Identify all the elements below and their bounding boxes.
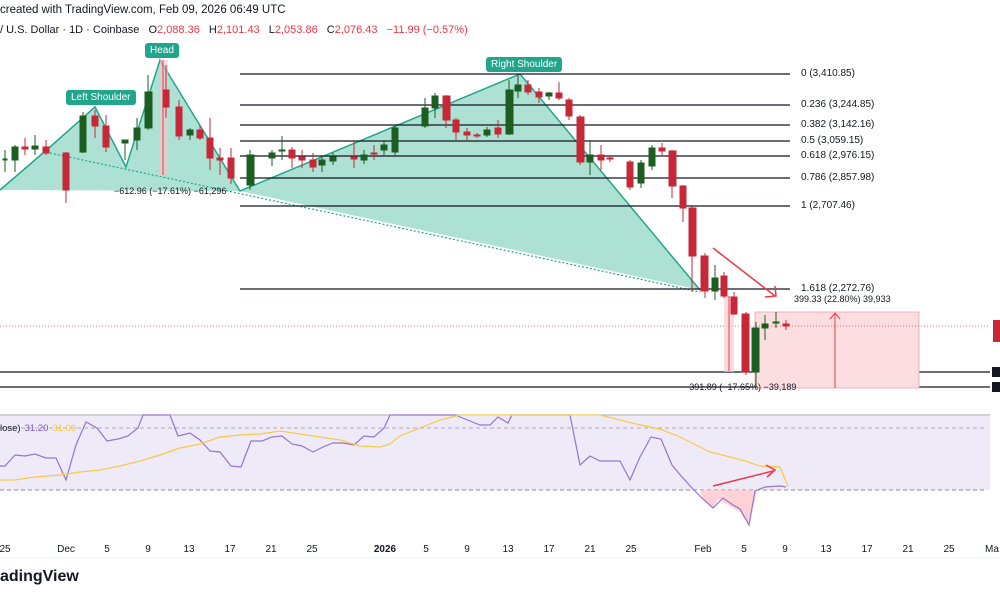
rsi-legend: lose) 31.20 31.09 xyxy=(0,423,76,434)
high-value: 2,101.43 xyxy=(216,24,260,36)
fib-level-05: 0.5 (3,059.15) xyxy=(801,135,864,146)
fib-level-0382: 0.382 (3,142.16) xyxy=(801,119,875,130)
price-tag-marker xyxy=(992,382,1000,392)
rsi-line xyxy=(0,414,787,527)
x-tick: 17 xyxy=(861,544,873,555)
target-arrow-head xyxy=(829,312,841,320)
fib-level-0236: 0.236 (3,244.85) xyxy=(801,99,875,110)
change-value: −11.99 (−0.57%) xyxy=(386,24,468,36)
rsi-up-arrow xyxy=(712,470,774,487)
low-label: L xyxy=(268,24,275,36)
head-shoulders-outline xyxy=(0,58,701,291)
head-label: Head xyxy=(145,43,179,58)
x-tick: Feb xyxy=(694,544,712,555)
rsi-oversold-fill xyxy=(700,490,757,525)
x-tick: 13 xyxy=(183,544,195,555)
x-tick: 5 xyxy=(104,544,110,555)
down-arrow xyxy=(712,247,776,297)
x-tick: 13 xyxy=(502,544,514,555)
x-tick: 5 xyxy=(423,544,429,555)
head-measure-label: −612.96 (−17.61%) −61,296 xyxy=(114,186,227,196)
rsi-band xyxy=(0,416,990,490)
x-tick: 9 xyxy=(145,544,151,555)
close-value: 2,076.43 xyxy=(334,24,378,36)
x-tick: 9 xyxy=(464,544,470,555)
x-tick: 17 xyxy=(224,544,236,555)
low-value: 2,053.86 xyxy=(274,24,318,36)
target-box xyxy=(754,311,920,389)
head-shoulders-fill xyxy=(0,60,700,290)
x-tick: 21 xyxy=(902,544,914,555)
head-measure-box xyxy=(160,60,168,176)
fib-level-0: 0 (3,410.85) xyxy=(801,68,855,79)
target-measure-label: 399.33 (22.80%) 39,933 xyxy=(794,294,891,304)
right-shoulder-label: Right Shoulder xyxy=(486,57,563,72)
neckline xyxy=(49,152,701,293)
x-tick: 21 xyxy=(265,544,277,555)
x-tick: Dec xyxy=(57,544,75,555)
fib-level-0786: 0.786 (2,857.98) xyxy=(801,172,875,183)
open-value: 2,088.36 xyxy=(157,24,200,36)
x-tick: 13 xyxy=(820,544,832,555)
candles xyxy=(2,65,790,388)
left-shoulder-label: Left Shoulder xyxy=(66,90,136,105)
x-tick: 25 xyxy=(625,544,637,555)
x-tick: 25 xyxy=(0,544,11,555)
open-label: O xyxy=(148,24,158,36)
symbol-ohlc-bar: / U.S. Dollar · 1D · Coinbase O2,088.36 … xyxy=(0,24,468,36)
rsi-name: lose) xyxy=(0,423,21,434)
x-tick: 17 xyxy=(543,544,555,555)
rsi-ma-line xyxy=(0,414,789,487)
drop-measure-label: −391.89 (−17.65%) −39,189 xyxy=(684,382,797,392)
last-price-tag xyxy=(993,320,1000,342)
x-tick: 9 xyxy=(782,544,788,555)
x-tick: 5 xyxy=(741,544,747,555)
rsi-value: 31.20 xyxy=(24,423,49,434)
symbol-label: / U.S. Dollar · 1D · Coinbase xyxy=(0,24,140,36)
x-tick: 25 xyxy=(943,544,955,555)
x-tick: 21 xyxy=(584,544,596,555)
close-label: C xyxy=(326,24,335,36)
x-tick: Ma xyxy=(985,544,999,555)
price-tag-marker xyxy=(992,367,1000,377)
fib-level-1: 1 (2,707.46) xyxy=(801,200,855,211)
x-tick-year: 2026 xyxy=(373,544,397,555)
rsi-ma-value: 31.09 xyxy=(52,423,77,434)
fib-level-1618: 1.618 (2,272.76) xyxy=(801,283,875,294)
high-label: H xyxy=(208,24,217,36)
fib-level-0618: 0.618 (2,976.15) xyxy=(801,150,875,161)
tradingview-logo: adingView xyxy=(0,568,79,585)
x-tick: 25 xyxy=(306,544,318,555)
chart-caption: created with TradingView.com, Feb 09, 20… xyxy=(0,4,286,16)
